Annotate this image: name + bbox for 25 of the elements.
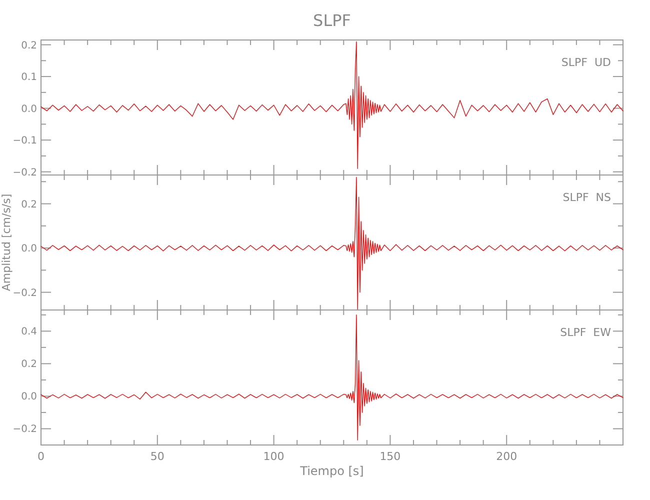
annotation: SLPF EW xyxy=(560,326,612,339)
y-tick-label: 0.0 xyxy=(21,392,37,403)
annotation: SLPF NS xyxy=(562,191,612,204)
line-series xyxy=(40,41,624,169)
y-tick-label: −0.2 xyxy=(12,288,37,299)
y-tick-label: 0.4 xyxy=(21,326,37,338)
annotation: SLPF UD xyxy=(561,56,611,69)
x-tick-label: 150 xyxy=(380,450,401,463)
y-tick-label: −0.2 xyxy=(12,167,37,178)
y-tick-label: −0.2 xyxy=(12,424,37,436)
y-tick-label: 0.2 xyxy=(21,359,37,370)
y-tick-label: 0.1 xyxy=(21,72,37,84)
y-axis-title: Amplitud [cm/s/s] xyxy=(0,194,13,292)
chart-title: SLPF xyxy=(313,11,351,30)
x-axis-title: Tiempo [s] xyxy=(299,464,364,478)
y-tick-label: 0.0 xyxy=(21,104,37,115)
line-series xyxy=(40,314,624,440)
x-tick-label: 50 xyxy=(150,450,164,463)
x-tick-label: 100 xyxy=(263,450,284,463)
y-tick-label: −0.1 xyxy=(12,136,37,147)
y-tick-label: 0.2 xyxy=(21,40,37,52)
x-tick-label: 0 xyxy=(38,450,44,463)
y-tick-label: 0.2 xyxy=(21,199,37,210)
y-tick-label: 0.0 xyxy=(21,244,37,255)
x-tick-label: 200 xyxy=(496,450,518,463)
